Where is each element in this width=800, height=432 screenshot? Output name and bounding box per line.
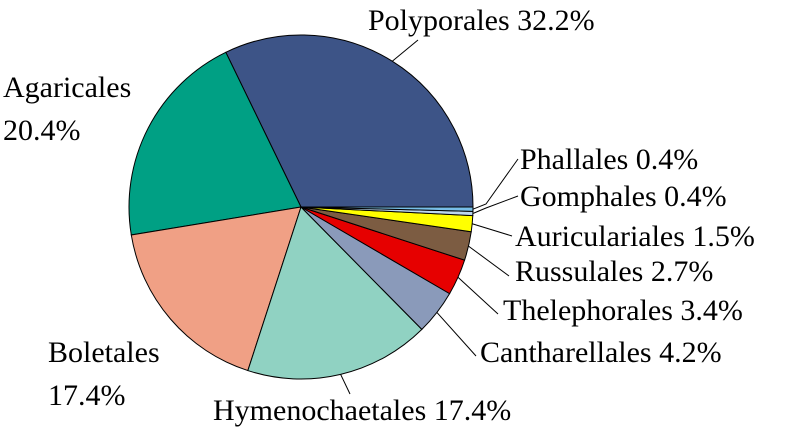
label-boletales: Boletales: [48, 336, 160, 369]
pie-slices: [128, 34, 474, 380]
leader-lines: [340, 39, 519, 395]
label-hymenochaetales: Hymenochaetales 17.4%: [213, 394, 511, 427]
label-russulales: Russulales 2.7%: [515, 255, 713, 288]
leader-line-cantharellales: [436, 312, 477, 357]
leader-line-hymenochaetales: [340, 374, 351, 395]
label-polyporales: Polyporales 32.2%: [368, 4, 595, 37]
label-thelephorales: Thelephorales 3.4%: [503, 294, 743, 327]
label-boletales-value: 17.4%: [48, 379, 126, 412]
pie-slice-agaricales: [128, 51, 302, 236]
leader-line-auriculariales: [472, 223, 513, 237]
leader-line-russulales: [468, 245, 510, 277]
leader-line-gomphales: [472, 195, 519, 214]
label-cantharellales: Cantharellales 4.2%: [480, 336, 722, 369]
label-gomphales: Gomphales 0.4%: [520, 180, 727, 213]
pie-slice-boletales: [130, 206, 302, 372]
leader-line-thelephorales: [457, 276, 499, 315]
label-agaricales: Agaricales: [3, 71, 131, 104]
label-auriculariales: Auriculariales 1.5%: [515, 220, 755, 253]
label-phallales: Phallales 0.4%: [520, 143, 698, 176]
label-agaricales-value: 20.4%: [3, 114, 81, 147]
leader-line-phallales: [472, 158, 519, 210]
leader-line-polyporales: [391, 39, 419, 62]
